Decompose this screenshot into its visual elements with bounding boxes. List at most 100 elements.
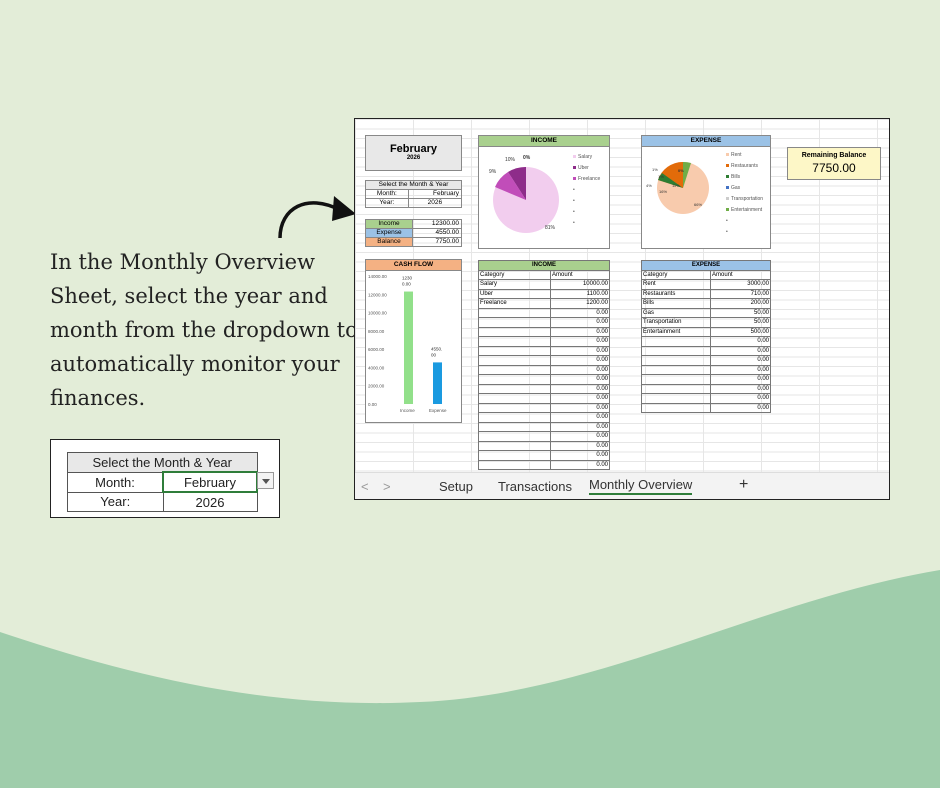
amount-cell[interactable]: 0.00 [550, 450, 610, 461]
amount-cell[interactable]: 0.00 [710, 345, 771, 356]
category-cell[interactable] [478, 374, 551, 385]
category-cell[interactable] [641, 345, 711, 356]
category-cell[interactable] [641, 383, 711, 394]
amount-cell[interactable]: 0.00 [710, 393, 771, 404]
category-cell[interactable]: Uber [478, 288, 551, 299]
amount-cell[interactable]: 500.00 [710, 326, 771, 337]
legend-item: Restaurants [731, 163, 758, 169]
dropdown-arrow-icon[interactable] [257, 472, 274, 489]
category-cell[interactable]: Transportation [641, 317, 711, 328]
year-cell[interactable]: 2026 [162, 491, 258, 512]
amount-cell[interactable]: 710.00 [710, 288, 771, 299]
category-cell[interactable] [478, 412, 551, 423]
amount-cell[interactable]: 0.00 [550, 326, 610, 337]
amount-cell[interactable]: 0.00 [710, 374, 771, 385]
table-row: 0.00 [641, 374, 771, 385]
category-cell[interactable] [478, 393, 551, 404]
table-row: 0.00 [478, 317, 610, 328]
amount-cell[interactable]: 1200.00 [550, 298, 610, 309]
category-cell[interactable] [478, 345, 551, 356]
amount-cell[interactable]: 0.00 [710, 383, 771, 394]
month-dropdown[interactable]: February [407, 189, 463, 199]
table-row: 0.00 [641, 336, 771, 347]
cash-flow-title: CASH FLOW [366, 260, 461, 271]
category-cell[interactable]: Rent [641, 279, 711, 290]
amount-cell[interactable]: 0.00 [550, 374, 610, 385]
amount-cell[interactable]: 0.00 [550, 345, 610, 356]
year-dropdown[interactable]: 2026 [407, 198, 463, 208]
category-cell[interactable]: Bills [641, 298, 711, 309]
next-sheet-button[interactable]: > [383, 479, 391, 494]
year-label: Year: [67, 491, 164, 512]
amount-cell[interactable]: 0.00 [710, 364, 771, 375]
amount-cell[interactable]: 0.00 [550, 383, 610, 394]
summary-table: Income 12300.00 Expense 4550.00 Balance 775… [365, 219, 462, 247]
category-cell[interactable]: Gas [641, 307, 711, 318]
expense-pie-chart: 1% 1% 0% 4% 11% 16% 66% [646, 161, 709, 214]
category-cell[interactable] [641, 364, 711, 375]
category-cell[interactable] [641, 336, 711, 347]
category-cell[interactable] [478, 431, 551, 442]
amount-cell[interactable]: 0.00 [710, 402, 771, 413]
pie-label: 4% [646, 183, 652, 188]
tab-monthly-overview[interactable]: Monthly Overview [589, 477, 693, 495]
amount-cell[interactable]: 0.00 [550, 317, 610, 328]
amount-cell[interactable]: 10000.00 [550, 279, 610, 290]
amount-cell[interactable]: 50.00 [710, 307, 771, 318]
category-cell[interactable] [478, 450, 551, 461]
add-sheet-button[interactable]: + [739, 476, 749, 493]
sheet-tab-bar: < > Setup Transactions Monthly Overview … [355, 472, 889, 499]
amount-cell[interactable]: 0.00 [550, 431, 610, 442]
tab-setup[interactable]: Setup [439, 479, 473, 494]
amount-cell[interactable]: 200.00 [710, 298, 771, 309]
category-cell[interactable]: Salary [478, 279, 551, 290]
amount-cell[interactable]: 0.00 [550, 355, 610, 366]
category-cell[interactable] [641, 402, 711, 413]
category-cell[interactable] [641, 355, 711, 366]
category-cell[interactable] [478, 326, 551, 337]
category-cell[interactable] [478, 355, 551, 366]
category-cell[interactable]: Freelance [478, 298, 551, 309]
amount-cell[interactable]: 0.00 [550, 412, 610, 423]
remaining-balance-title: Remaining Balance [801, 152, 867, 159]
category-cell[interactable] [478, 459, 551, 470]
category-cell[interactable] [478, 402, 551, 413]
amount-cell[interactable]: 0.00 [550, 402, 610, 413]
amount-cell[interactable]: 50.00 [710, 317, 771, 328]
category-cell[interactable] [478, 307, 551, 318]
table-row: 0.00 [478, 450, 610, 461]
table-row: 0.00 [478, 402, 610, 413]
category-cell[interactable] [478, 317, 551, 328]
legend-item: Uber [578, 165, 589, 171]
amount-cell[interactable]: 0.00 [710, 336, 771, 347]
month-dropdown-cell[interactable]: February [162, 471, 258, 493]
month-title: February [389, 143, 438, 155]
table-row: Restaurants 710.00 [641, 288, 771, 299]
amount-cell[interactable]: 0.00 [550, 364, 610, 375]
pie-label: 10% [505, 157, 516, 163]
amount-cell[interactable]: 0.00 [550, 393, 610, 404]
prev-sheet-button[interactable]: < [361, 479, 369, 494]
category-cell[interactable] [641, 393, 711, 404]
category-cell[interactable] [641, 374, 711, 385]
amount-cell[interactable]: 0.00 [710, 355, 771, 366]
category-cell[interactable] [478, 383, 551, 394]
category-cell[interactable] [478, 336, 551, 347]
table-row: 0.00 [478, 440, 610, 451]
pie-label: 0% [678, 168, 684, 173]
column-header: Category [478, 269, 551, 280]
category-cell[interactable]: Entertainment [641, 326, 711, 337]
amount-cell[interactable]: 0.00 [550, 459, 610, 470]
category-cell[interactable] [478, 421, 551, 432]
amount-cell[interactable]: 1100.00 [550, 288, 610, 299]
category-cell[interactable] [478, 364, 551, 375]
table-row: 0.00 [478, 336, 610, 347]
amount-cell[interactable]: 0.00 [550, 336, 610, 347]
tab-transactions[interactable]: Transactions [498, 479, 572, 494]
amount-cell[interactable]: 0.00 [550, 307, 610, 318]
amount-cell[interactable]: 0.00 [550, 440, 610, 451]
amount-cell[interactable]: 0.00 [550, 421, 610, 432]
amount-cell[interactable]: 3000.00 [710, 279, 771, 290]
category-cell[interactable]: Restaurants [641, 288, 711, 299]
category-cell[interactable] [478, 440, 551, 451]
